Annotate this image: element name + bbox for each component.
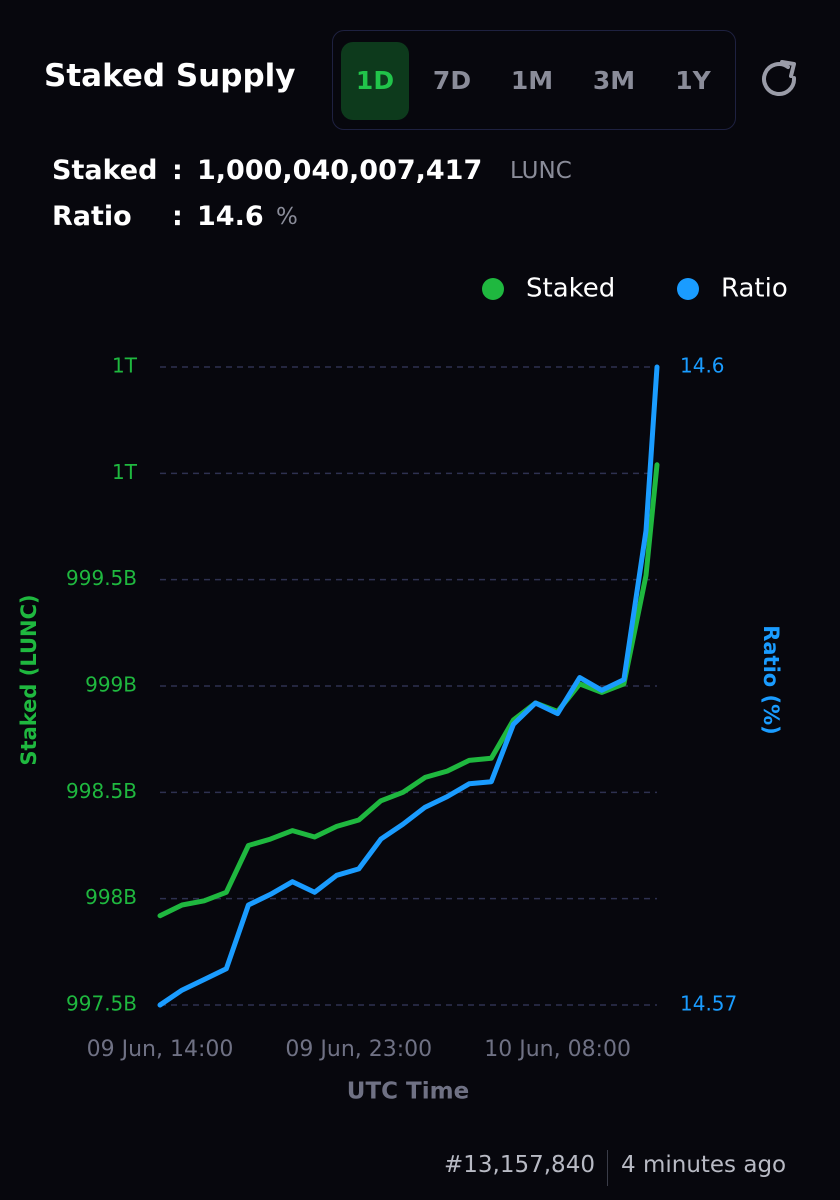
y2-tick-label: 14.57 bbox=[680, 992, 737, 1016]
stat-label: Ratio bbox=[52, 201, 132, 232]
legend-marker bbox=[677, 278, 699, 300]
stat-value: 14.6 bbox=[197, 201, 264, 232]
line bbox=[157, 462, 660, 919]
range-button[interactable]: 3M bbox=[592, 66, 636, 95]
y-tick-label: 1T bbox=[112, 460, 138, 484]
refresh-button[interactable] bbox=[758, 58, 802, 102]
legend-marker bbox=[482, 278, 504, 300]
stat-sep: : bbox=[172, 155, 183, 186]
chart: Staked (LUNC) Ratio (%) UTC Time 997.5B 9… bbox=[17, 274, 788, 1105]
y2-tick-label: 14.6 bbox=[680, 354, 725, 378]
updated-time: 4 minutes ago bbox=[621, 1152, 787, 1178]
y-tick-label: 1T bbox=[112, 354, 138, 378]
y2-axis-title: Ratio (%) bbox=[759, 625, 783, 735]
range-button[interactable]: 1M bbox=[510, 66, 554, 95]
x-tick-label: 09 Jun, 23:00 bbox=[285, 1037, 432, 1062]
stat-unit: LUNC bbox=[510, 158, 572, 184]
stat-label: Staked bbox=[52, 155, 158, 186]
y-tick-label: 998.5B bbox=[66, 779, 137, 803]
legend-label: Ratio bbox=[721, 274, 788, 304]
stat-sep: : bbox=[172, 201, 183, 232]
stat-value: 1,000,040,007,417 bbox=[197, 155, 483, 186]
x-axis-title: UTC Time bbox=[347, 1079, 469, 1105]
y-tick-label: 998B bbox=[85, 885, 137, 909]
title: Staked Supply bbox=[44, 58, 296, 94]
range-button[interactable]: 7D bbox=[432, 66, 472, 95]
legend-label: Staked bbox=[526, 274, 615, 304]
x-tick-label: 10 Jun, 08:00 bbox=[484, 1037, 631, 1062]
range-selector bbox=[332, 30, 736, 130]
y-tick-label: 999.5B bbox=[66, 566, 137, 590]
y-tick-label: 999B bbox=[85, 673, 137, 697]
y-axis-title: Staked (LUNC) bbox=[17, 594, 41, 765]
range-button[interactable]: 1Y bbox=[675, 66, 711, 95]
range-button[interactable]: 1D bbox=[341, 42, 409, 120]
y-tick-label: 997.5B bbox=[66, 992, 137, 1016]
block-number: #13,157,840 bbox=[444, 1152, 595, 1178]
line bbox=[157, 364, 660, 1008]
divider bbox=[607, 1150, 608, 1186]
x-tick-label: 09 Jun, 14:00 bbox=[87, 1037, 234, 1062]
stat-unit: % bbox=[276, 204, 298, 230]
